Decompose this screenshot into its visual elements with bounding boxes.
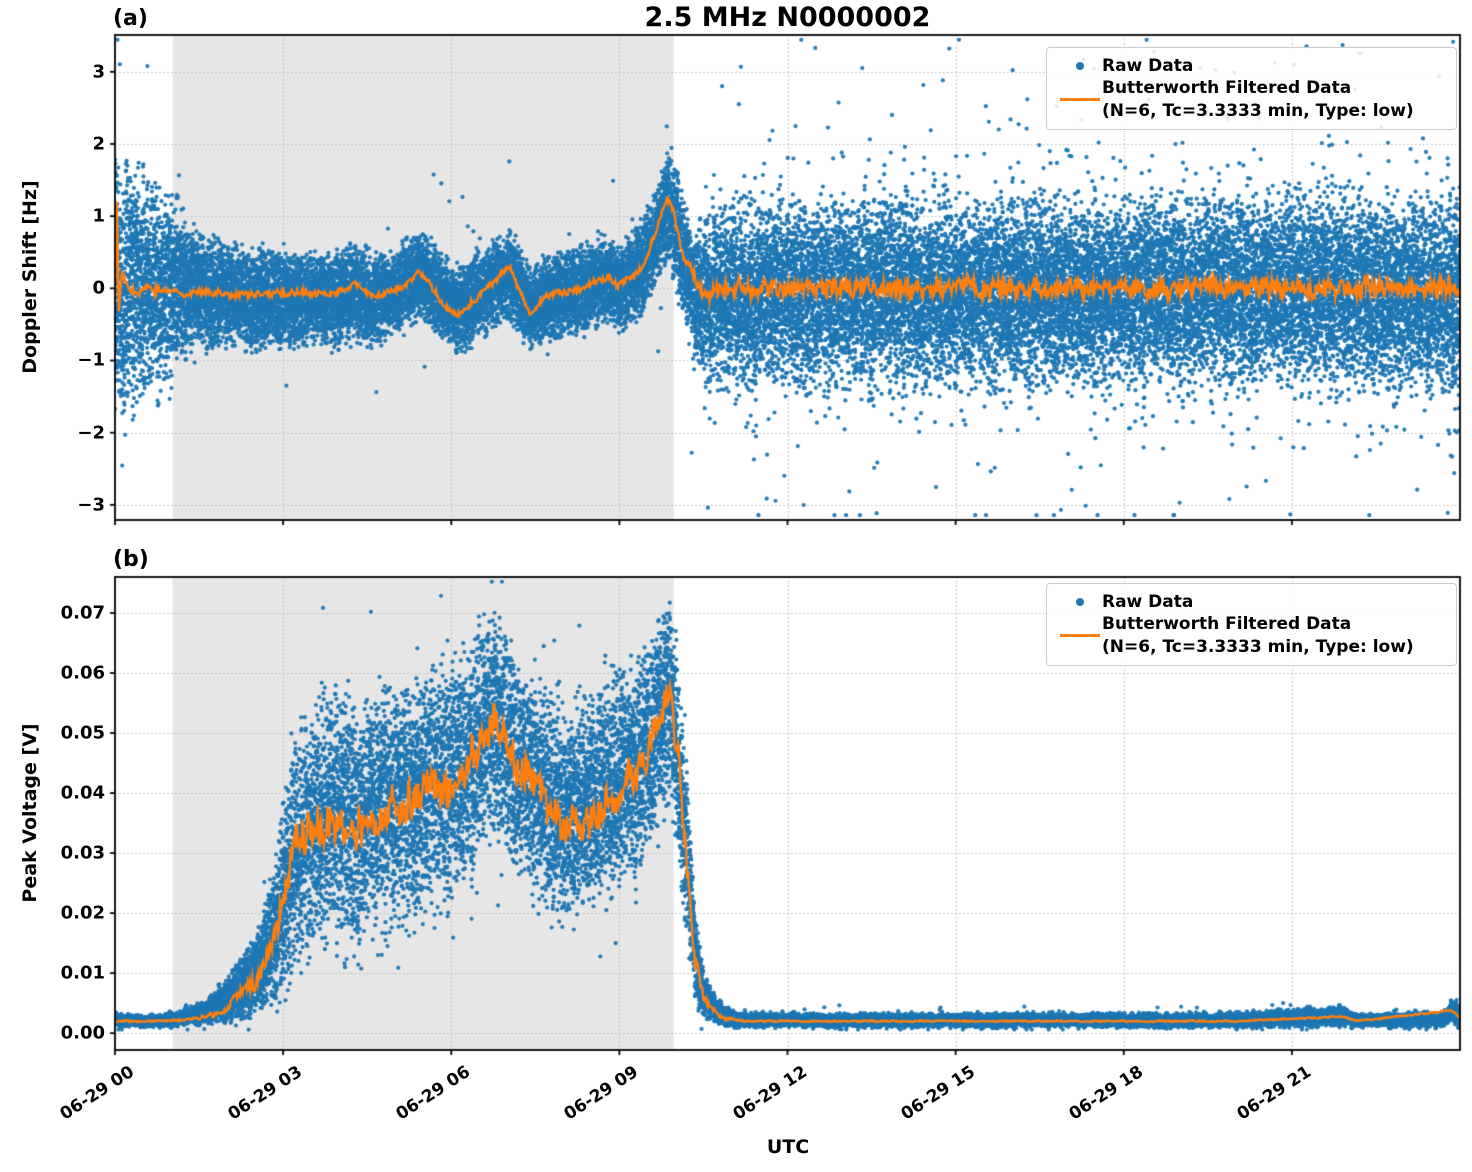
y-tick-label: 1 bbox=[92, 205, 105, 227]
panel-label-b: (b) bbox=[113, 547, 149, 572]
legend-item-raw-data: Raw Data bbox=[1058, 55, 1445, 77]
y-tick-label: 0.07 bbox=[60, 602, 105, 624]
legend-b: Raw Data Butterworth Filtered Data (N=6,… bbox=[1046, 583, 1457, 667]
legend-label: Raw Data bbox=[1102, 592, 1194, 612]
y-tick-label: 0.01 bbox=[60, 962, 105, 984]
raw-data-dot-icon bbox=[1076, 62, 1084, 71]
y-tick-label: 2 bbox=[92, 133, 105, 155]
y-tick-label: −2 bbox=[77, 422, 105, 444]
chart-title: 2.5 MHz N0000002 bbox=[644, 2, 931, 33]
y-tick-label: −3 bbox=[77, 494, 105, 516]
panel-label-a: (a) bbox=[113, 6, 148, 31]
y-tick-label: 0.00 bbox=[60, 1022, 105, 1044]
y-tick-label: 0.03 bbox=[60, 842, 105, 864]
filtered-line-icon bbox=[1060, 634, 1100, 638]
legend-item-filtered: Butterworth Filtered Data (N=6, Tc=3.333… bbox=[1058, 77, 1445, 122]
legend-label-detail: (N=6, Tc=3.3333 min, Type: low) bbox=[1102, 636, 1414, 657]
y-tick-label: 3 bbox=[92, 61, 105, 83]
legend-label-detail: (N=6, Tc=3.3333 min, Type: low) bbox=[1102, 100, 1414, 121]
legend-label: Raw Data bbox=[1102, 56, 1194, 76]
legend-label: Butterworth Filtered Data bbox=[1102, 78, 1352, 99]
legend-item-raw-data: Raw Data bbox=[1058, 591, 1445, 613]
y-tick-label: 0.06 bbox=[60, 662, 105, 684]
legend-label: Butterworth Filtered Data bbox=[1102, 614, 1352, 635]
y-axis-label-a: Doppler Shift [Hz] bbox=[19, 180, 41, 374]
y-tick-label: 0.02 bbox=[60, 902, 105, 924]
y-axis-label-b: Peak Voltage [V] bbox=[19, 723, 41, 903]
legend-a: Raw Data Butterworth Filtered Data (N=6,… bbox=[1046, 47, 1457, 131]
y-tick-label: 0 bbox=[92, 277, 105, 299]
filtered-line-icon bbox=[1060, 98, 1100, 102]
y-tick-label: 0.05 bbox=[60, 722, 105, 744]
legend-item-filtered: Butterworth Filtered Data (N=6, Tc=3.333… bbox=[1058, 613, 1445, 658]
y-tick-label: −1 bbox=[77, 349, 105, 371]
x-axis-label: UTC bbox=[766, 1136, 810, 1158]
raw-data-dot-icon bbox=[1076, 598, 1084, 607]
y-tick-label: 0.04 bbox=[60, 782, 105, 804]
